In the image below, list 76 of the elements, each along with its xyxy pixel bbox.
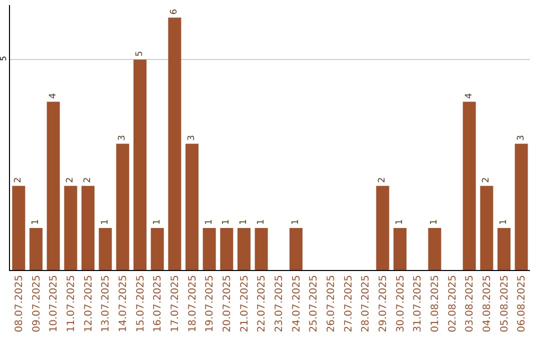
data-label: 1 [430, 219, 440, 225]
data-label: 1 [291, 219, 301, 225]
bar [220, 228, 234, 270]
x-tick-label: 17.07.2025 [170, 275, 181, 332]
data-label: 1 [222, 219, 232, 225]
bar [12, 186, 26, 270]
data-label: 3 [187, 135, 197, 141]
x-tick-label: 23.07.2025 [274, 275, 285, 332]
x-tick-label: 04.08.2025 [482, 275, 493, 332]
x-tick-label: 15.07.2025 [135, 275, 146, 332]
data-label: 6 [170, 8, 180, 15]
x-tick-label: 19.07.2025 [204, 275, 216, 332]
data-label: 2 [14, 177, 24, 183]
x-tick-label: 01.08.2025 [430, 275, 441, 332]
x-tick-label: 24.07.2025 [291, 275, 302, 332]
data-label: 2 [378, 177, 388, 183]
data-label: 1 [499, 219, 509, 225]
bar [254, 228, 268, 270]
data-label: 1 [31, 219, 41, 225]
bar [514, 144, 528, 270]
x-tick-label: 31.07.2025 [412, 275, 424, 332]
bar [116, 144, 130, 270]
x-tick-label: 06.08.2025 [516, 275, 528, 332]
x-tick-label: 20.07.2025 [222, 275, 233, 332]
x-tick-label: 25.07.2025 [308, 275, 320, 332]
x-tick-label: 14.07.2025 [118, 275, 129, 332]
x-tick-label: 03.08.2025 [464, 275, 476, 332]
x-tick-label: 08.07.2025 [14, 275, 25, 332]
bar [202, 228, 216, 270]
x-tick-label: 10.07.2025 [48, 275, 60, 332]
data-label: 1 [395, 219, 405, 225]
bar [290, 228, 302, 270]
data-label: 2 [83, 177, 93, 183]
x-tick-label: 13.07.2025 [100, 275, 112, 332]
bar [498, 228, 510, 270]
x-tick-label: 30.07.2025 [395, 275, 406, 332]
x-tick-label: 05.08.2025 [499, 275, 510, 332]
data-label: 4 [464, 92, 474, 99]
bar [480, 186, 494, 270]
x-tick-label: 27.07.2025 [343, 275, 354, 332]
bar [46, 102, 60, 270]
bar [376, 186, 390, 270]
bar [64, 186, 78, 270]
bar [82, 186, 94, 270]
data-label: 4 [48, 92, 58, 99]
x-tick-label: 09.07.2025 [31, 275, 42, 332]
bar [98, 228, 112, 270]
x-tick-label: 18.07.2025 [187, 275, 198, 332]
x-tick-label: 11.07.2025 [66, 275, 77, 332]
bar [150, 228, 164, 270]
data-label: 1 [204, 219, 214, 225]
data-label: 3 [118, 135, 128, 141]
x-tick-label: 22.07.2025 [256, 275, 268, 332]
bar [428, 228, 442, 270]
bar [30, 228, 42, 270]
data-label: 1 [239, 219, 249, 225]
x-tick-label: 02.08.2025 [447, 275, 458, 332]
x-tick-label: 21.07.2025 [239, 275, 250, 332]
data-label: 1 [256, 219, 266, 225]
x-tick-label: 12.07.2025 [83, 275, 94, 332]
bar [134, 60, 146, 270]
bar [186, 144, 198, 270]
data-label: 2 [66, 177, 76, 183]
bar [394, 228, 406, 270]
x-tick-label: 29.07.2025 [378, 275, 389, 332]
x-tick-label: 28.07.2025 [360, 275, 372, 332]
data-label: 1 [152, 219, 162, 225]
x-tick-label: 26.07.2025 [326, 275, 337, 332]
data-label: 3 [516, 135, 526, 141]
data-label: 1 [100, 219, 110, 225]
bar [462, 102, 476, 270]
bar [238, 228, 250, 270]
x-tick-label: 16.07.2025 [152, 275, 164, 332]
data-label: 2 [482, 177, 492, 183]
data-label: 5 [135, 50, 145, 57]
bar [168, 18, 182, 270]
